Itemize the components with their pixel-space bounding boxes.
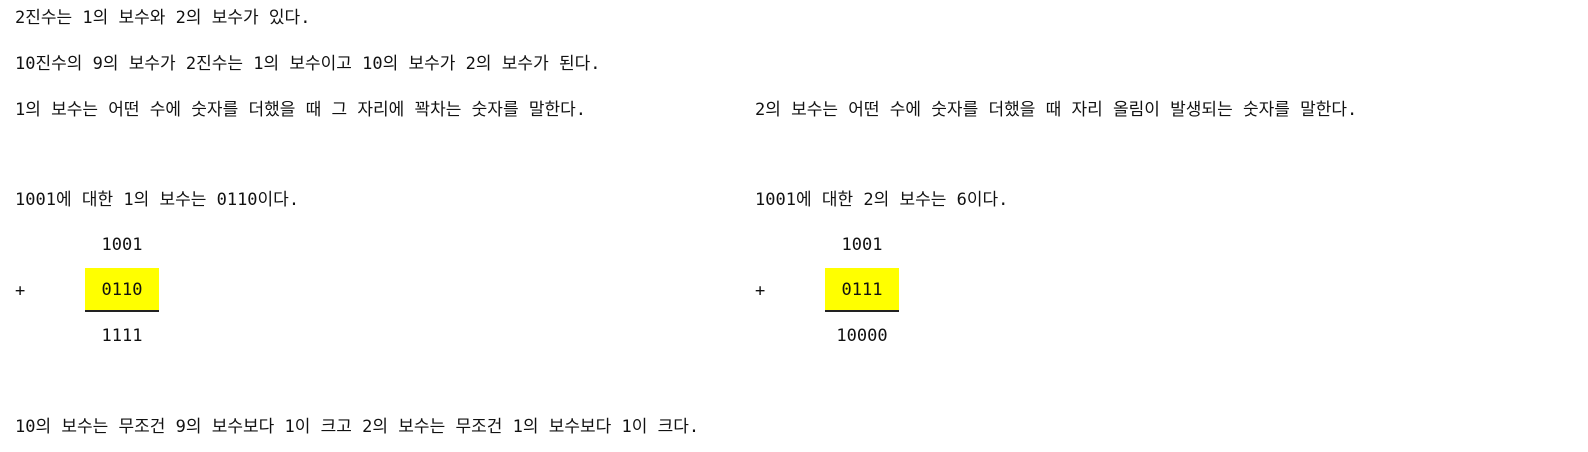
intro-line-2: 10진수의 9의 보수가 2진수는 1의 보수이고 10의 보수가 2의 보수가…: [15, 54, 601, 74]
ones-operand: 1001: [101, 235, 143, 255]
twos-complement-definition: 2의 보수는 어떤 수에 숫자를 더했을 때 자리 올림이 발생되는 숫자를 말…: [755, 100, 1358, 120]
intro-line-1: 2진수는 1의 보수와 2의 보수가 있다.: [15, 8, 311, 28]
twos-complement-highlight: 0111: [825, 268, 899, 312]
ones-plus-sign: +: [15, 281, 26, 301]
ones-complement-heading: 1001에 대한 1의 보수는 0110이다.: [15, 190, 300, 210]
ones-complement-definition: 1의 보수는 어떤 수에 숫자를 더했을 때 그 자리에 꽉차는 숫자를 말한다…: [15, 100, 586, 120]
twos-complement-heading: 1001에 대한 2의 보수는 6이다.: [755, 190, 1009, 210]
conclusion-line: 10의 보수는 무조건 9의 보수보다 1이 크고 2의 보수는 무조건 1의 …: [15, 417, 700, 437]
twos-operand: 1001: [841, 235, 883, 255]
ones-complement-highlight: 0110: [85, 268, 159, 312]
twos-complement-value: 0111: [841, 280, 883, 300]
twos-result: 10000: [836, 326, 888, 346]
ones-result: 1111: [101, 326, 143, 346]
ones-complement-value: 0110: [101, 280, 143, 300]
twos-plus-sign: +: [755, 281, 766, 301]
